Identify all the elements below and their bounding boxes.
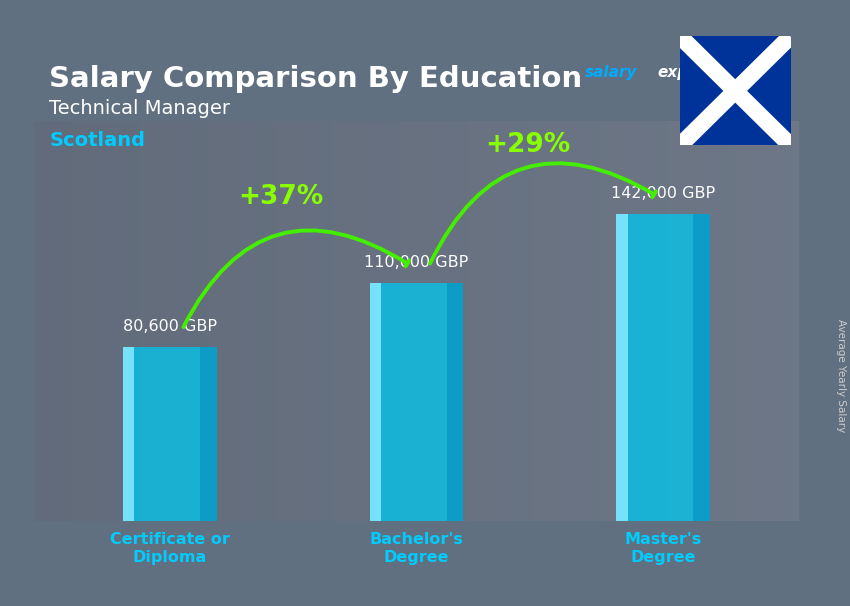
Text: Salary Comparison By Education: Salary Comparison By Education (49, 65, 582, 93)
Text: 110,000 GBP: 110,000 GBP (365, 255, 468, 270)
Bar (370, 284, 463, 521)
Text: Technical Manager: Technical Manager (49, 99, 230, 118)
Bar (123, 347, 134, 521)
Bar (616, 214, 627, 521)
Text: Scotland: Scotland (49, 131, 145, 150)
Text: +29%: +29% (484, 132, 570, 158)
Bar (616, 214, 710, 521)
Bar (123, 347, 217, 521)
Text: 80,600 GBP: 80,600 GBP (122, 319, 217, 334)
Text: Average Yearly Salary: Average Yearly Salary (836, 319, 846, 432)
Bar (370, 284, 381, 521)
Text: explorer.com: explorer.com (657, 65, 768, 80)
Bar (694, 214, 710, 521)
Bar (200, 347, 217, 521)
Bar (446, 284, 463, 521)
Text: salary: salary (585, 65, 638, 80)
Text: 142,000 GBP: 142,000 GBP (611, 186, 716, 201)
Text: +37%: +37% (238, 184, 323, 210)
